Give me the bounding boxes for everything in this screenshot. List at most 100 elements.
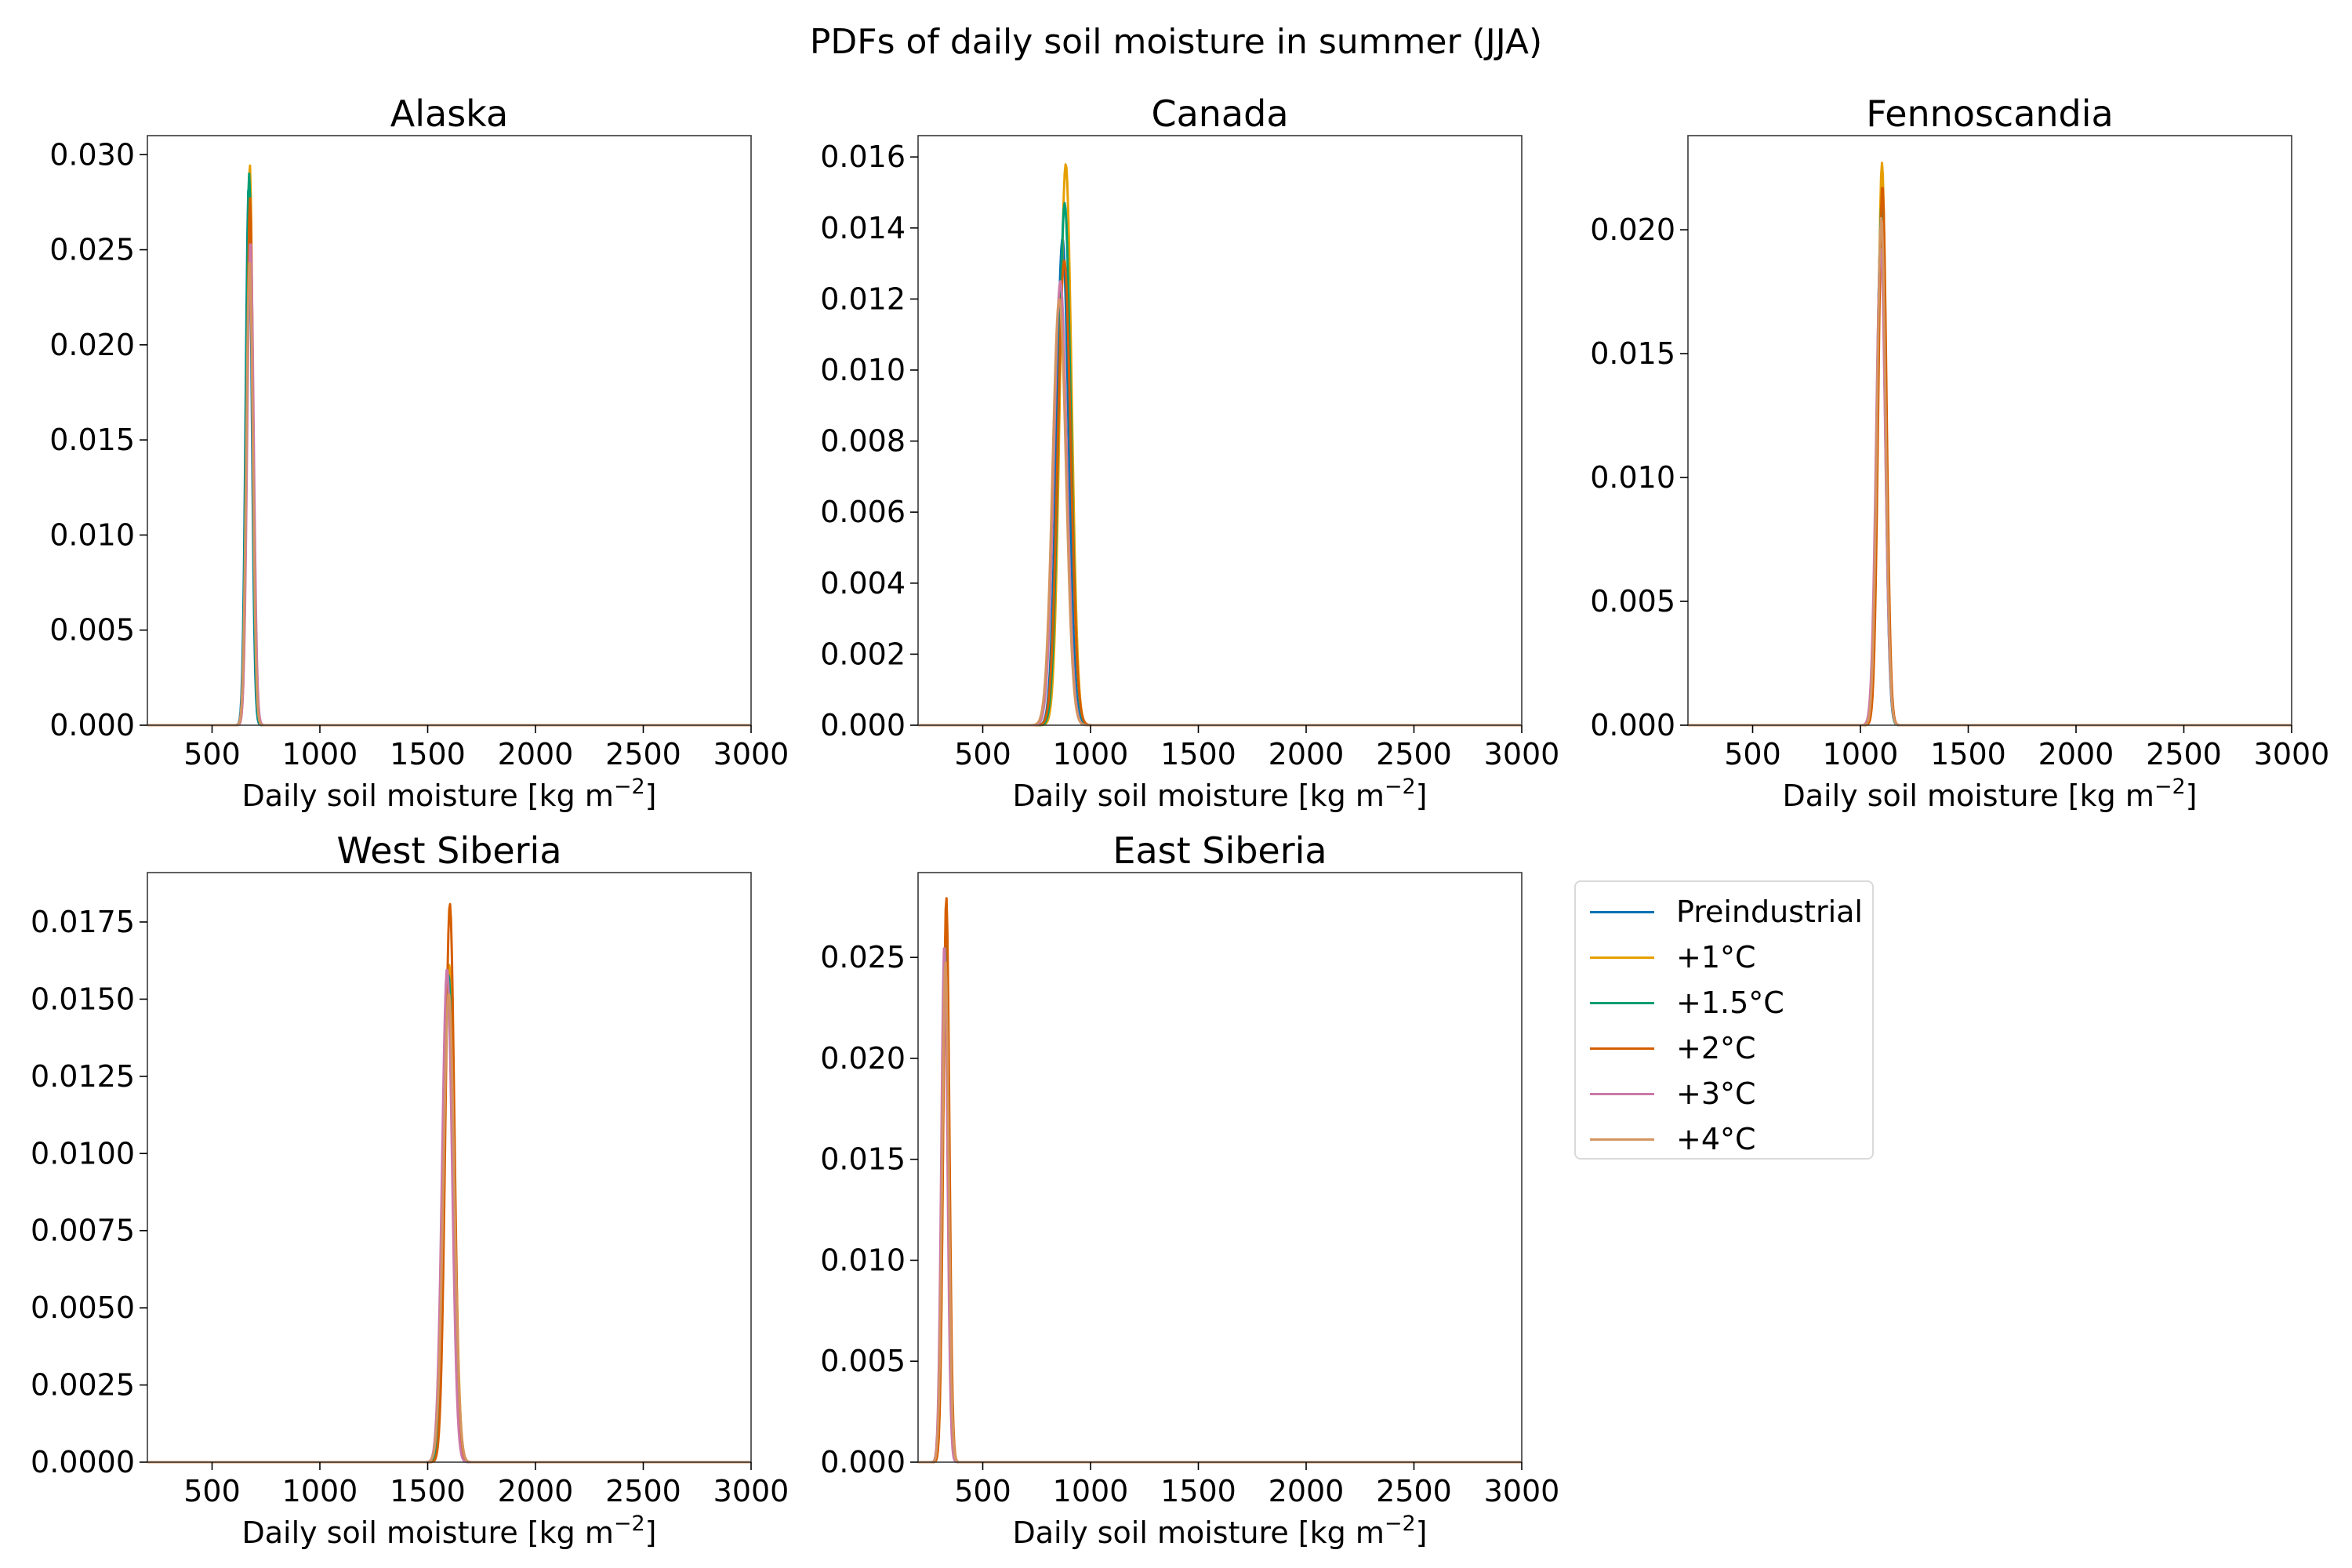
x-tick-label: 3000 (1484, 1474, 1560, 1508)
panel-west-siberia: 500 1000 1500 2000 2500 3000 0.0000 0.0025 0.005… (31, 829, 789, 1550)
legend-swatch (1590, 956, 1654, 959)
y-tick-label: 0.020 (1590, 212, 1675, 247)
y-tick-label: 0.0125 (31, 1059, 135, 1094)
x-axis-label: Daily soil moisture [kg m−2] (1012, 1512, 1427, 1550)
legend-item-plus3: +3°C (1590, 1072, 1756, 1116)
x-tick-label: 3000 (713, 737, 789, 771)
y-tick-label: 0.004 (820, 566, 906, 601)
x-tick-label: 500 (183, 737, 241, 771)
y-tick-label: 0.0175 (31, 905, 135, 939)
y-tick-label: 0.000 (820, 708, 906, 742)
axes-frame (147, 872, 752, 1463)
x-axis-label-sup: −2 (614, 775, 645, 799)
y-tick-label: 0.015 (820, 1142, 906, 1177)
panel-title: Alaska (390, 93, 508, 135)
y-tick-label: 0.015 (1590, 336, 1675, 371)
panel-title: East Siberia (1112, 829, 1327, 872)
x-tick-label: 1000 (282, 737, 358, 771)
x-axis-label: Daily soil moisture [kg m−2] (241, 775, 656, 813)
legend-label: Preindustrial (1676, 895, 1863, 929)
x-tick-label: 2000 (498, 737, 574, 771)
x-tick-label: 2000 (1269, 737, 1345, 771)
x-tick-label: 1000 (1053, 1474, 1129, 1508)
x-tick-label: 1500 (1160, 1474, 1236, 1508)
legend-item-plus4: +4°C (1590, 1117, 1756, 1161)
axes-frame (1687, 135, 2292, 726)
legend: Preindustrial +1°C +1.5°C +2°C +3°C +4°C (1574, 880, 1874, 1160)
x-tick-label: 1000 (282, 1474, 358, 1508)
x-tick-label: 2000 (2038, 737, 2114, 771)
y-tick-label: 0.005 (820, 1344, 906, 1378)
series-line-2-c (147, 197, 752, 727)
panel-title: Fennoscandia (1866, 93, 2113, 135)
y-tick-label: 0.0025 (31, 1368, 135, 1403)
x-axis-label-text: Daily soil moisture [kg m (241, 779, 613, 813)
axes-frame (147, 135, 752, 726)
x-tick-label: 1000 (1823, 737, 1899, 771)
panel-east-siberia: 500 1000 1500 2000 2500 3000 0.000 0.005 0.010 0.… (820, 829, 1559, 1550)
x-axis-label-end: ] (1416, 1515, 1428, 1550)
series-line-4-c (1687, 216, 2292, 727)
panel-title: West Siberia (336, 829, 561, 872)
legend-label: +2°C (1676, 1031, 1756, 1065)
x-axis-label-end: ] (1416, 779, 1428, 813)
series-line-4-c (147, 262, 752, 727)
x-tick-label: 3000 (713, 1474, 789, 1508)
legend-item-plus1-5: +1.5°C (1590, 981, 1784, 1025)
y-tick-label: 0.025 (49, 233, 135, 267)
x-axis-label: Daily soil moisture [kg m−2] (241, 1512, 656, 1550)
series-line-1-c (917, 163, 1523, 727)
y-tick-label: 0.005 (49, 613, 135, 648)
legend-swatch (1590, 910, 1654, 913)
y-tick-label: 0.010 (1590, 460, 1675, 495)
x-axis-label-end: ] (645, 1515, 657, 1550)
y-tick-label: 0.008 (820, 424, 906, 459)
x-axis-label-text: Daily soil moisture [kg m (1012, 1515, 1384, 1550)
legend-swatch (1590, 1092, 1654, 1095)
legend-label: +1°C (1676, 940, 1756, 975)
series-line-3-c (1687, 248, 2292, 727)
legend-item-plus1: +1°C (1590, 935, 1756, 979)
x-axis-label-sup: −2 (614, 1512, 645, 1536)
legend-item-preindustrial: Preindustrial (1590, 890, 1863, 934)
y-tick-label: 0.015 (49, 423, 135, 457)
y-tick-label: 0.000 (820, 1445, 906, 1479)
series-line-2-c (1687, 187, 2292, 727)
y-tick-label: 0.025 (820, 940, 906, 975)
x-tick-label: 2500 (1376, 1474, 1452, 1508)
legend-label: +3°C (1676, 1076, 1756, 1111)
y-tick-label: 0.0050 (31, 1290, 135, 1325)
y-tick-label: 0.0000 (31, 1445, 135, 1479)
y-tick-label: 0.020 (49, 328, 135, 362)
x-axis-label-text: Daily soil moisture [kg m (1782, 779, 2154, 813)
legend-item-plus2: +2°C (1590, 1026, 1756, 1070)
panel-title: Canada (1151, 93, 1288, 135)
x-tick-label: 2500 (1376, 737, 1452, 771)
series-line-2-c (917, 897, 1523, 1464)
x-tick-label: 1500 (390, 737, 466, 771)
x-axis-label-end: ] (2186, 779, 2198, 813)
panel-fennoscandia: 500 1000 1500 2000 2500 3000 0.000 0.005 0.010 0.… (1590, 93, 2329, 813)
x-axis-label-text: Daily soil moisture [kg m (1012, 779, 1384, 813)
x-axis-label-sup: −2 (1385, 775, 1416, 799)
x-tick-label: 2500 (2146, 737, 2222, 771)
series-line-3-c (917, 947, 1523, 1464)
x-tick-label: 500 (954, 737, 1011, 771)
y-tick-label: 0.0100 (31, 1136, 135, 1171)
series-line-1-5-c (147, 172, 752, 727)
x-axis-label: Daily soil moisture [kg m−2] (1782, 775, 2197, 813)
panel-alaska: 500 1000 1500 2000 2500 3000 0.000 0.005 0.010 0.… (49, 93, 789, 813)
series-line-1-5-c (917, 931, 1523, 1464)
series-line-3-c (147, 968, 752, 1464)
series-line-3-c (147, 243, 752, 727)
x-tick-label: 2000 (1269, 1474, 1345, 1508)
y-tick-label: 0.012 (820, 281, 906, 316)
x-tick-label: 500 (183, 1474, 241, 1508)
series-line-preindustrial (1687, 229, 2292, 727)
y-tick-label: 0.006 (820, 495, 906, 529)
x-axis-label-end: ] (645, 779, 657, 813)
x-axis-label: Daily soil moisture [kg m−2] (1012, 775, 1427, 813)
x-tick-label: 2000 (498, 1474, 574, 1508)
legend-swatch (1590, 1138, 1654, 1141)
